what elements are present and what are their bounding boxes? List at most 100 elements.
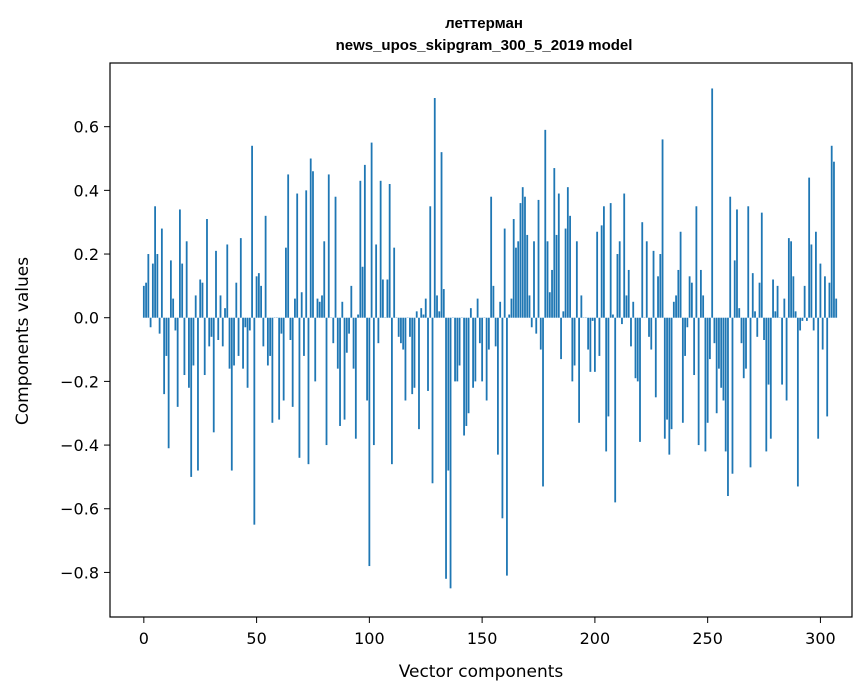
bar-34 <box>220 295 222 317</box>
bar-160 <box>504 229 506 318</box>
bar-1 <box>145 283 147 318</box>
bar-176 <box>540 318 542 350</box>
bar-240 <box>684 318 686 356</box>
bar-194 <box>580 295 582 317</box>
bar-285 <box>786 318 788 401</box>
x-tick-label: 250 <box>692 629 723 648</box>
bar-147 <box>474 318 476 382</box>
bar-54 <box>265 216 267 318</box>
bar-211 <box>619 241 621 317</box>
bar-294 <box>806 318 808 321</box>
bar-220 <box>639 318 641 442</box>
bar-263 <box>736 209 738 317</box>
bar-290 <box>797 318 799 487</box>
bar-118 <box>409 318 411 337</box>
bar-306 <box>833 162 835 318</box>
bar-13 <box>172 299 174 318</box>
bar-128 <box>432 318 434 484</box>
bar-64 <box>287 174 289 317</box>
bar-209 <box>614 318 616 503</box>
bar-299 <box>817 318 819 439</box>
bar-111 <box>393 248 395 318</box>
bar-77 <box>317 299 319 318</box>
bar-218 <box>635 318 637 378</box>
bar-231 <box>664 318 666 439</box>
bar-106 <box>382 280 384 318</box>
bar-46 <box>247 318 249 388</box>
bar-274 <box>761 213 763 318</box>
bar-259 <box>727 318 729 496</box>
bar-26 <box>202 283 204 318</box>
bar-190 <box>571 318 573 382</box>
bar-series <box>143 88 837 588</box>
bar-258 <box>725 318 727 452</box>
bar-213 <box>623 194 625 318</box>
bar-159 <box>502 318 504 519</box>
chart-title-line-2: news_upos_skipgram_300_5_2019 model <box>336 37 633 54</box>
x-axis-label: Vector components <box>399 662 564 682</box>
bar-75 <box>312 171 314 317</box>
bar-245 <box>695 206 697 317</box>
bar-212 <box>621 318 623 324</box>
bar-5 <box>154 206 156 317</box>
bar-155 <box>493 286 495 318</box>
bar-71 <box>303 318 305 356</box>
bar-57 <box>271 318 273 423</box>
bar-96 <box>359 181 361 318</box>
bar-10 <box>165 318 167 356</box>
bar-307 <box>835 299 837 318</box>
bar-114 <box>400 318 402 343</box>
bar-173 <box>533 241 535 317</box>
bar-207 <box>610 203 612 318</box>
bar-284 <box>783 299 785 318</box>
bar-18 <box>184 318 186 375</box>
bar-228 <box>657 276 659 317</box>
bar-14 <box>175 318 177 331</box>
bar-241 <box>686 318 688 328</box>
bar-115 <box>402 318 404 350</box>
bar-20 <box>188 318 190 388</box>
bar-250 <box>707 318 709 423</box>
bar-9 <box>163 318 165 394</box>
bar-164 <box>513 219 515 318</box>
bar-145 <box>470 308 472 318</box>
bar-257 <box>723 318 725 401</box>
bar-62 <box>283 318 285 401</box>
bar-40 <box>233 318 235 366</box>
bar-192 <box>576 241 578 317</box>
bar-97 <box>362 267 364 318</box>
bar-113 <box>398 318 400 337</box>
bar-219 <box>637 318 639 382</box>
bar-70 <box>301 292 303 317</box>
bar-131 <box>438 311 440 317</box>
bar-44 <box>242 318 244 369</box>
bar-215 <box>628 270 630 318</box>
bar-91 <box>348 318 350 334</box>
bar-248 <box>702 295 704 317</box>
bar-235 <box>673 302 675 318</box>
bar-239 <box>682 318 684 423</box>
bar-130 <box>436 295 438 317</box>
bar-99 <box>366 318 368 401</box>
bar-60 <box>278 318 280 420</box>
bar-23 <box>195 295 197 317</box>
bar-201 <box>596 232 598 318</box>
bar-86 <box>337 318 339 369</box>
bar-138 <box>454 318 456 382</box>
bar-88 <box>341 302 343 318</box>
bar-7 <box>159 318 161 334</box>
bar-17 <box>181 264 183 318</box>
bar-95 <box>357 315 359 318</box>
bar-288 <box>792 276 794 317</box>
bar-8 <box>161 229 163 318</box>
bar-37 <box>226 244 228 317</box>
bar-63 <box>285 248 287 318</box>
bar-237 <box>677 270 679 318</box>
y-tick-label: 0.4 <box>74 181 99 200</box>
bar-0 <box>143 286 145 318</box>
bar-19 <box>186 241 188 317</box>
bar-16 <box>179 209 181 317</box>
bar-143 <box>465 318 467 426</box>
bar-122 <box>418 318 420 429</box>
bar-87 <box>339 318 341 426</box>
